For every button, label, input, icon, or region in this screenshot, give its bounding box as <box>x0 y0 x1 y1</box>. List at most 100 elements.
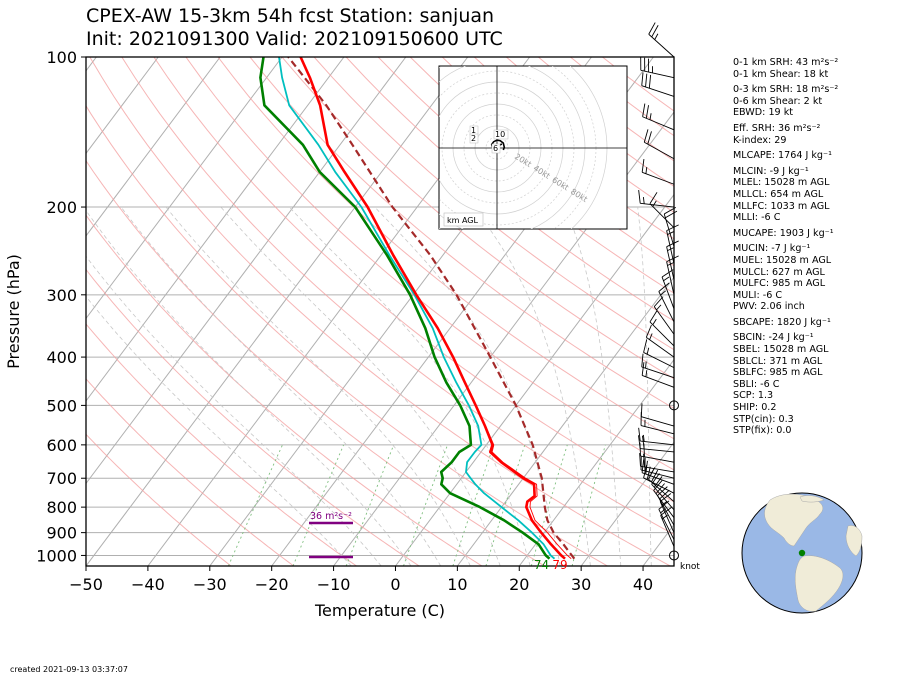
index-line: STP(cin): 0.3 <box>733 413 794 425</box>
hodograph-height-label: 1 <box>471 126 476 135</box>
hodograph-frame <box>438 65 628 230</box>
moist-adiabat <box>565 206 622 566</box>
srh-markers: 36 m²s⁻² <box>309 511 353 559</box>
y-tick-label: 900 <box>46 524 77 543</box>
dry-adiabat <box>313 57 674 351</box>
isotherm-line <box>86 57 469 566</box>
index-line: MULCL: 627 m AGL <box>733 266 825 278</box>
index-line: K-index: 29 <box>733 134 787 146</box>
wind-barb <box>641 159 675 185</box>
isotherm-line <box>86 57 345 402</box>
wind-barb <box>641 72 675 97</box>
moist-adiabat <box>86 255 382 566</box>
wind-barb <box>638 427 675 446</box>
wind-barb <box>638 435 675 453</box>
wind-unit-label: knot <box>680 562 700 572</box>
wind-barb <box>661 269 675 309</box>
y-tick-label: 700 <box>46 469 77 488</box>
surface-value-labels: 74 79 <box>534 558 568 572</box>
index-line: MLCAPE: 1764 J kg⁻¹ <box>733 150 832 162</box>
x-tick-label: 40 <box>633 575 653 594</box>
wind-barb <box>649 310 675 347</box>
wind-barb <box>658 282 675 323</box>
skewt-background-lines <box>86 57 674 566</box>
chart-title-line1: CPEX-AW 15-3km 54h fcst Station: sanjuan <box>86 5 495 27</box>
dry-adiabat <box>86 268 420 566</box>
moist-adiabat <box>637 206 652 566</box>
dry-adiabat <box>89 57 671 566</box>
index-line: SBEL: 15028 m AGL <box>733 344 829 356</box>
index-line: SCP: 1.3 <box>733 390 774 402</box>
dry-adiabat <box>86 214 483 566</box>
mixing-ratio-line <box>571 444 606 566</box>
mixing-ratio-line <box>530 444 568 566</box>
dry-adiabat <box>409 57 674 267</box>
dry-adiabat <box>345 57 674 322</box>
x-tick-label: 20 <box>509 575 529 594</box>
plot-frame <box>85 56 675 567</box>
index-line: 0-1 km Shear: 18 kt <box>733 68 829 80</box>
surface-temperature-label: 79 <box>552 558 567 572</box>
x-tick-label: −40 <box>131 575 165 594</box>
dry-adiabat <box>281 57 674 380</box>
x-tick-label: −50 <box>69 575 103 594</box>
moist-adiabat <box>374 206 561 566</box>
wind-barb <box>645 324 675 358</box>
moist-adiabat <box>473 206 591 566</box>
index-line: 0-6 km Shear: 2 kt <box>733 95 823 107</box>
hodograph-unit-label: km AGL <box>447 216 479 225</box>
dry-adiabat <box>86 159 546 566</box>
wind-barb-calm <box>669 400 679 411</box>
index-line: 0-3 km SRH: 18 m²s⁻² <box>733 84 839 96</box>
y-tick-label: 300 <box>46 286 77 305</box>
isotherm-line <box>518 358 674 566</box>
y-tick-label: 100 <box>46 48 77 67</box>
wind-barb <box>639 453 675 473</box>
wind-barb <box>641 362 675 388</box>
index-line: 0-1 km SRH: 43 m²s⁻² <box>733 57 839 68</box>
index-line: SBLCL: 371 m AGL <box>733 355 823 367</box>
hodograph-height-label: 10 <box>495 130 505 139</box>
temperature-line <box>299 57 566 560</box>
index-line: STP(fix): 0.0 <box>733 425 792 437</box>
index-line: MULFC: 985 m AGL <box>733 278 826 290</box>
y-tick-label: 400 <box>46 348 77 367</box>
globe-station-marker <box>798 549 806 557</box>
wind-barb <box>640 403 675 427</box>
hodograph-height-label: 6 <box>493 144 498 153</box>
mixing-ratio-line <box>485 444 526 566</box>
x-tick-label: −20 <box>255 575 289 594</box>
dry-adiabat <box>86 433 232 566</box>
hodograph-height-box <box>493 129 509 140</box>
wind-barb <box>640 56 675 79</box>
dry-adiabat <box>86 378 295 566</box>
index-line: MLCIN: -9 J kg⁻¹ <box>733 165 809 177</box>
moist-adiabat <box>165 206 471 566</box>
index-line: MUCIN: -7 J kg⁻¹ <box>733 243 811 255</box>
wind-barb <box>649 192 675 228</box>
globe-greenland <box>799 495 825 503</box>
index-line: MUEL: 15028 m AGL <box>733 254 832 266</box>
x-axis-label: Temperature (C) <box>314 601 445 620</box>
index-line: MLEL: 15028 m AGL <box>733 177 830 189</box>
isotherm-line <box>86 57 159 155</box>
wind-barb <box>640 456 675 479</box>
dry-adiabat <box>86 323 357 566</box>
index-line: SBLFC: 985 m AGL <box>733 367 823 379</box>
sounding-indices: 0-1 km SRH: 43 m²s⁻² 0-1 km Shear: 18 kt 0… <box>733 57 838 437</box>
dry-adiabat <box>153 57 674 503</box>
wind-barb-calm <box>669 550 679 561</box>
virtual-temperature-line <box>475 405 572 560</box>
skewt-profiles <box>259 57 576 560</box>
wind-barb <box>642 103 675 131</box>
x-tick-label: −10 <box>317 575 351 594</box>
wind-barb <box>653 296 675 335</box>
wind-barb <box>638 189 675 208</box>
index-line: EBWD: 19 kt <box>733 107 794 119</box>
moist-adiabat <box>86 295 352 566</box>
y-tick-label: 500 <box>46 396 77 415</box>
surface-dewpoint-label: 74 <box>534 558 549 572</box>
